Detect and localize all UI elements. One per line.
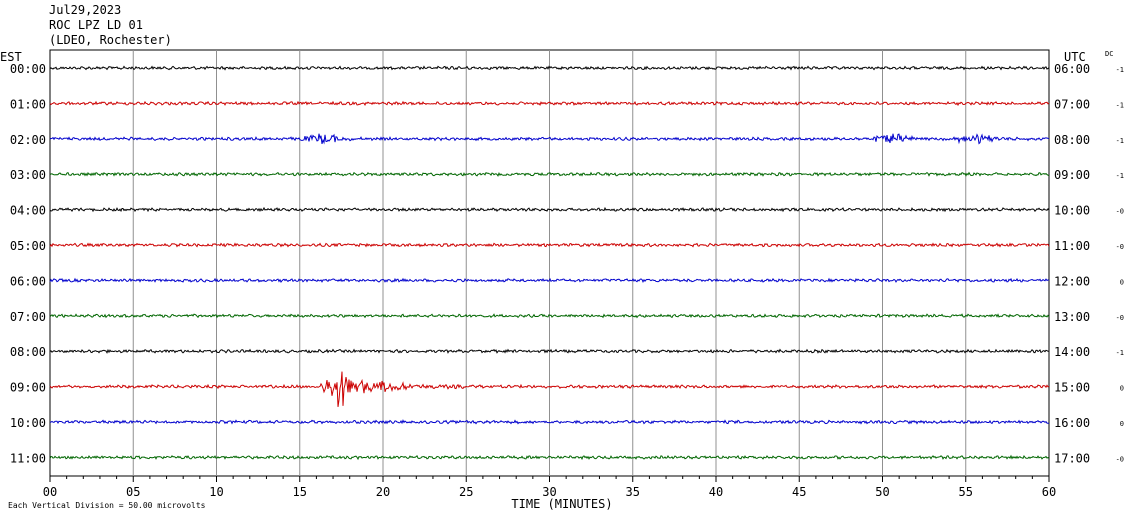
- date-label: Jul29,2023: [49, 3, 122, 17]
- trace-0200: [49, 133, 1050, 145]
- utc-time-label: 07:00: [1054, 97, 1090, 111]
- est-time-label: 11:00: [10, 451, 46, 465]
- dc-offset-label: -1: [1116, 172, 1124, 180]
- x-tick-label: 35: [626, 485, 640, 499]
- dc-offset-label: -1: [1116, 101, 1124, 109]
- est-time-label: 03:00: [10, 168, 46, 182]
- x-tick-label: 50: [875, 485, 889, 499]
- dc-offset-label: 0: [1120, 420, 1124, 428]
- utc-time-label: 08:00: [1054, 133, 1090, 147]
- utc-time-label: 10:00: [1054, 204, 1090, 218]
- trace-0500: [49, 242, 1050, 248]
- trace-0100: [49, 100, 1050, 107]
- dc-offset-label: 0: [1120, 278, 1124, 286]
- utc-time-label: 11:00: [1054, 239, 1090, 253]
- scale-note: Each Vertical Division = 50.00 microvolt…: [8, 501, 206, 510]
- x-tick-label: 25: [459, 485, 473, 499]
- dc-label: DC: [1105, 50, 1113, 58]
- utc-time-label: 16:00: [1054, 416, 1090, 430]
- dc-offset-label: -0: [1116, 243, 1124, 251]
- x-tick-label: 10: [209, 485, 223, 499]
- dc-offset-label: -1: [1116, 66, 1124, 74]
- trace-0700: [49, 313, 1050, 319]
- trace-0600: [49, 277, 1050, 283]
- utc-time-label: 06:00: [1054, 62, 1090, 76]
- utc-time-label: 15:00: [1054, 381, 1090, 395]
- x-axis-label: TIME (MINUTES): [511, 497, 612, 511]
- utc-time-label: 17:00: [1054, 451, 1090, 465]
- trace-0800: [49, 348, 1050, 354]
- trace-1100: [49, 454, 1050, 461]
- chart-header: Jul29,2023 ROC LPZ LD 01 (LDEO, Rocheste…: [49, 3, 172, 48]
- x-tick-label: 40: [709, 485, 723, 499]
- dc-offset-label: -1: [1116, 137, 1124, 145]
- network-label: (LDEO, Rochester): [49, 33, 172, 47]
- dc-offset-label: -0: [1116, 208, 1124, 216]
- station-label: ROC LPZ LD 01: [49, 18, 143, 32]
- trace-0900: [49, 371, 1050, 407]
- est-time-label: 10:00: [10, 416, 46, 430]
- trace-0400: [49, 206, 1050, 213]
- trace-0000: [49, 65, 1050, 71]
- trace-0300: [49, 171, 1050, 177]
- x-tick-label: 30: [542, 485, 556, 499]
- est-time-label: 01:00: [10, 97, 46, 111]
- est-time-label: 05:00: [10, 239, 46, 253]
- est-time-label: 08:00: [10, 345, 46, 359]
- dc-offset-label: -0: [1116, 455, 1124, 463]
- x-tick-label: 60: [1042, 485, 1056, 499]
- dc-offset-label: 0: [1120, 385, 1124, 393]
- x-tick-label: 45: [792, 485, 806, 499]
- trace-1000: [49, 419, 1050, 425]
- utc-axis-label: UTC: [1064, 50, 1086, 64]
- utc-time-label: 14:00: [1054, 345, 1090, 359]
- x-tick-label: 15: [293, 485, 307, 499]
- x-tick-label: 05: [126, 485, 140, 499]
- est-time-label: 06:00: [10, 274, 46, 288]
- est-time-label: 02:00: [10, 133, 46, 147]
- est-time-label: 04:00: [10, 204, 46, 218]
- dc-offset-label: -1: [1116, 349, 1124, 357]
- utc-time-label: 12:00: [1054, 274, 1090, 288]
- est-time-label: 00:00: [10, 62, 46, 76]
- utc-time-label: 09:00: [1054, 168, 1090, 182]
- x-tick-label: 00: [43, 485, 57, 499]
- x-tick-label: 55: [959, 485, 973, 499]
- utc-time-label: 13:00: [1054, 310, 1090, 324]
- x-tick-label: 20: [376, 485, 390, 499]
- est-axis-label: EST: [0, 50, 22, 64]
- est-time-label: 07:00: [10, 310, 46, 324]
- est-time-label: 09:00: [10, 381, 46, 395]
- dc-offset-label: -0: [1116, 314, 1124, 322]
